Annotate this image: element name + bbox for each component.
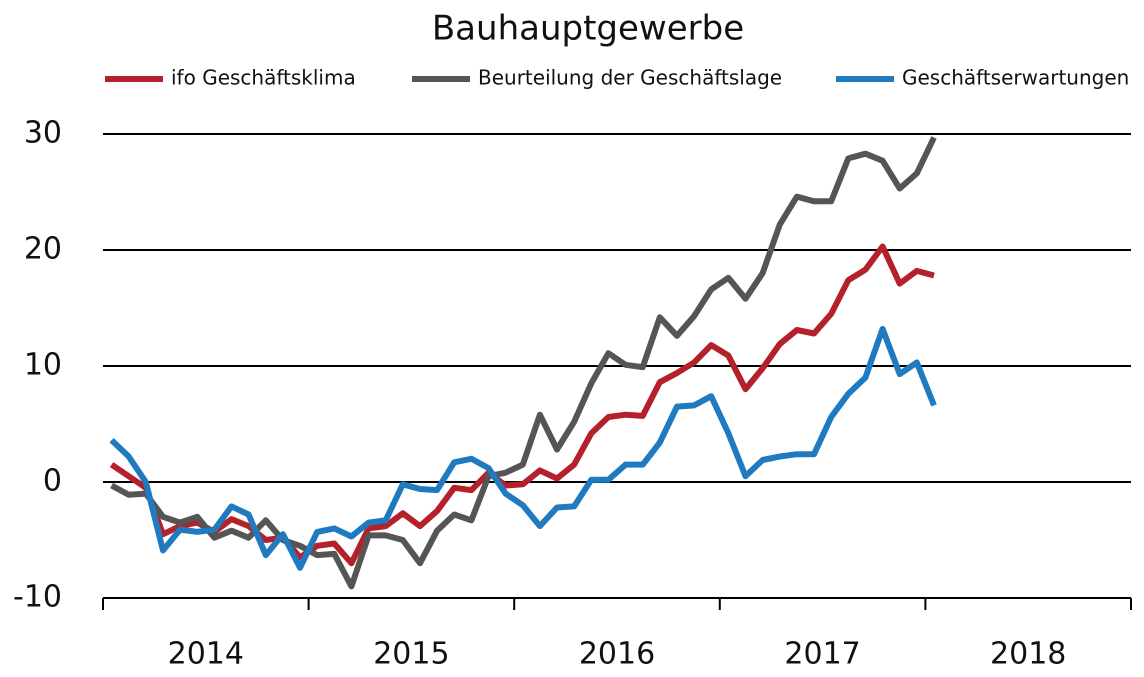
series-line bbox=[109, 325, 937, 571]
series-line bbox=[109, 243, 935, 567]
y-tick-label: 0 bbox=[43, 464, 62, 499]
y-tick-label: -10 bbox=[13, 580, 62, 615]
series-line bbox=[110, 136, 937, 590]
y-tick-label: 10 bbox=[24, 348, 62, 383]
x-tick-label: 2017 bbox=[784, 637, 860, 672]
x-tick-label: 2016 bbox=[579, 637, 655, 672]
x-tick-label: 2014 bbox=[168, 637, 244, 672]
y-tick-label: 30 bbox=[24, 116, 62, 151]
legend-label: Geschäftserwartungen bbox=[902, 66, 1129, 90]
x-tick-label: 2018 bbox=[990, 637, 1066, 672]
x-tick-label: 2015 bbox=[373, 637, 449, 672]
legend-label: ifo Geschäftsklima bbox=[171, 66, 356, 90]
legend-label: Beurteilung der Geschäftslage bbox=[478, 66, 782, 90]
chart-title: Bauhauptgewerbe bbox=[432, 9, 744, 49]
y-tick-label: 20 bbox=[24, 232, 62, 267]
